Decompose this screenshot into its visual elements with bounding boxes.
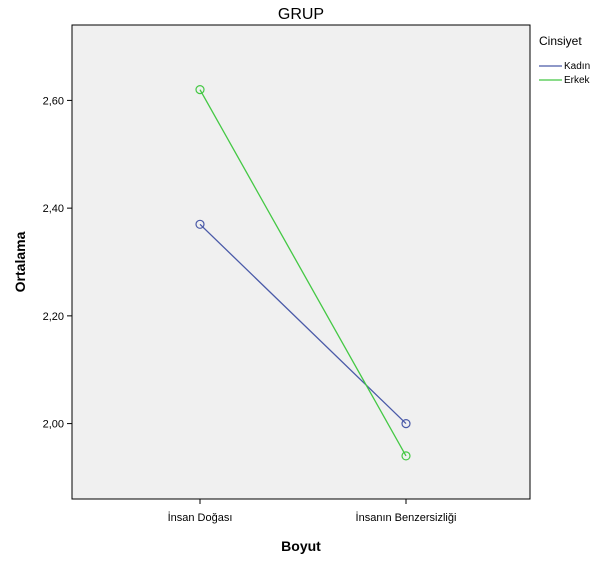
x-axis: İnsan Doğası İnsanın Benzersizliği bbox=[168, 499, 457, 524]
legend: Cinsiyet Kadın Erkek bbox=[539, 34, 591, 86]
x-tick-label: İnsan Doğası bbox=[168, 511, 233, 524]
y-tick-label: 2,20 bbox=[43, 311, 64, 323]
data-point bbox=[195, 85, 205, 95]
y-axis-label: Ortalama bbox=[12, 231, 28, 292]
series-line-2 bbox=[199, 89, 407, 457]
y-tick-label: 2,40 bbox=[43, 203, 64, 215]
chart-title: GRUP bbox=[278, 6, 324, 23]
y-axis: 2,00 2,20 2,40 2,60 bbox=[43, 95, 72, 431]
legend-title: Cinsiyet bbox=[539, 34, 582, 48]
series-layer bbox=[195, 85, 411, 461]
y-tick-label: 2,60 bbox=[43, 95, 64, 107]
data-point bbox=[401, 418, 411, 429]
legend-label: Kadın bbox=[564, 61, 590, 72]
plot-area bbox=[71, 24, 531, 500]
data-point bbox=[401, 451, 411, 461]
legend-label: Erkek bbox=[564, 75, 591, 86]
x-tick-label: İnsanın Benzersizliği bbox=[356, 511, 457, 524]
y-tick-label: 2,00 bbox=[43, 419, 64, 431]
series-line-1 bbox=[199, 223, 407, 425]
data-point bbox=[195, 219, 205, 229]
x-axis-label: Boyut bbox=[281, 538, 321, 554]
